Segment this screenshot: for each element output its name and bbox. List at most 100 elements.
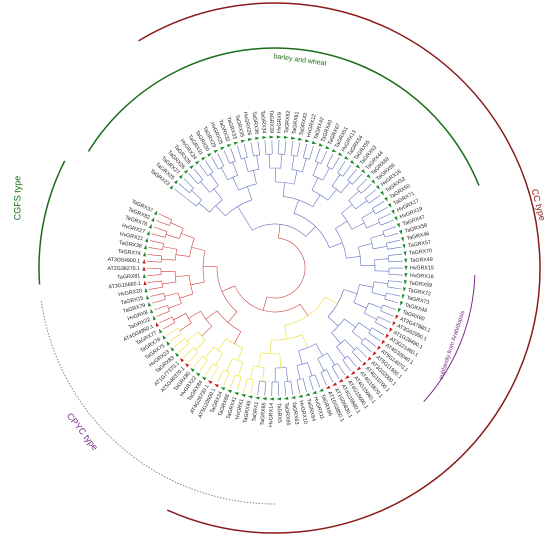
branch (166, 327, 179, 336)
leaf-marker (331, 148, 337, 153)
branch (256, 155, 260, 170)
branch-arc (352, 347, 357, 353)
branch (237, 362, 244, 376)
leaf-marker (403, 280, 408, 285)
leaf-label: TaGRX64 (305, 398, 316, 422)
branch (364, 189, 377, 199)
branch (188, 310, 201, 319)
leaf-label: TaGRX1 (251, 401, 260, 422)
branch-arc (189, 187, 194, 193)
branch (290, 141, 294, 156)
branch (307, 362, 313, 376)
leaf-marker (401, 294, 405, 299)
branch (253, 170, 257, 185)
leaf-marker (170, 347, 175, 352)
leaf-marker (166, 341, 171, 346)
branch (284, 381, 287, 396)
branch (226, 358, 233, 372)
branch (305, 226, 316, 237)
branch (351, 222, 365, 230)
branch (156, 310, 170, 317)
leaf-marker (389, 327, 393, 333)
branch (366, 222, 380, 229)
leaf-marker (380, 190, 385, 196)
branch-arc (177, 327, 182, 334)
leaf-marker (318, 143, 324, 147)
leaf-marker (255, 396, 260, 400)
branch (174, 188, 186, 198)
branch (257, 380, 260, 395)
leaf-marker (394, 216, 398, 221)
leaf-marker (146, 294, 150, 300)
branch (205, 310, 218, 320)
arabidopsis-label: subfamily from Arabidopsis (439, 310, 467, 380)
leaf-marker (148, 301, 152, 307)
branch (296, 142, 301, 157)
leaf-marker (213, 149, 219, 154)
branch (343, 289, 358, 294)
cgfs-arc (38, 160, 66, 285)
leaf-label: TaGRX46 (406, 231, 430, 242)
branch (371, 292, 386, 297)
branch-arc (382, 231, 386, 238)
leaf-marker (269, 397, 274, 401)
branch (378, 213, 391, 220)
branch (374, 281, 388, 285)
branch (237, 206, 246, 219)
branch (153, 305, 168, 311)
branch (268, 154, 271, 169)
branch (244, 158, 249, 172)
branch-arc (234, 285, 301, 313)
branch-arc (175, 249, 178, 261)
leaf-label: TaGRX59 (409, 280, 433, 289)
branch (188, 173, 199, 185)
branch (293, 170, 298, 185)
branch (151, 299, 166, 304)
branch-arc (167, 305, 170, 312)
branch (368, 194, 381, 204)
branch (151, 233, 166, 238)
branch (193, 168, 204, 180)
branch (308, 376, 314, 391)
leaf-marker (227, 390, 232, 394)
leaf-label: TaGRX85 (260, 402, 268, 425)
leaf-marker (398, 307, 402, 313)
branch (302, 158, 307, 172)
branch-arc (298, 343, 317, 352)
branch (331, 332, 341, 344)
branch (188, 351, 199, 363)
branch (368, 302, 382, 309)
branch (293, 199, 299, 214)
branch (262, 367, 265, 382)
branch (346, 255, 361, 259)
branch (169, 332, 182, 342)
leaf-marker (233, 141, 239, 146)
branch-arc (275, 181, 295, 185)
branch (221, 285, 235, 292)
branch (211, 366, 219, 380)
branch (211, 156, 219, 170)
branch-arc (202, 355, 208, 361)
branch-arc (207, 172, 214, 177)
branch (325, 296, 338, 305)
branch-arc (351, 322, 359, 332)
leaf-marker (178, 174, 184, 179)
branch (320, 372, 327, 386)
leaf-marker (384, 196, 388, 202)
branch-arc (197, 331, 206, 341)
leaf-marker (304, 139, 310, 143)
leaf-marker (255, 136, 260, 141)
leaf-marker (385, 333, 390, 339)
leaf-marker (391, 209, 395, 215)
leaf-label: HvGRX10 (298, 400, 308, 425)
barley-wheat-arc (87, 47, 480, 186)
leaf-marker (143, 244, 147, 250)
branch-arc (196, 199, 202, 207)
leaf-marker (173, 179, 179, 185)
branch-arc (161, 280, 163, 288)
leaf-marker (344, 155, 349, 160)
leaf-marker (402, 287, 407, 292)
leaf-marker (276, 397, 282, 401)
branch (147, 280, 162, 283)
branch (356, 347, 367, 358)
